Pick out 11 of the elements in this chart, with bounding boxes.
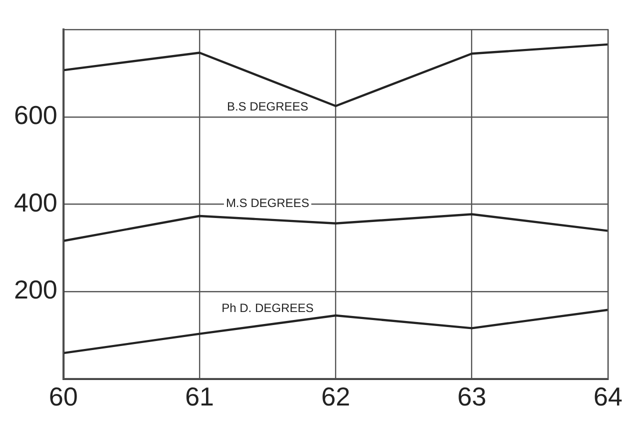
- x-tick-label: 62: [321, 382, 350, 412]
- x-tick-label: 63: [457, 382, 486, 412]
- x-tick-label: 60: [48, 382, 78, 412]
- series-label: M.S DEGREES: [226, 196, 310, 210]
- y-tick-label: 600: [14, 100, 58, 130]
- series-label: Ph D. DEGREES: [222, 300, 314, 315]
- y-tick-label: 200: [14, 274, 58, 305]
- series-label: B.S DEGREES: [226, 100, 308, 114]
- x-tick-label: 64: [594, 382, 622, 412]
- y-tick-label: 400: [14, 187, 58, 218]
- x-tick-label: 61: [185, 382, 214, 412]
